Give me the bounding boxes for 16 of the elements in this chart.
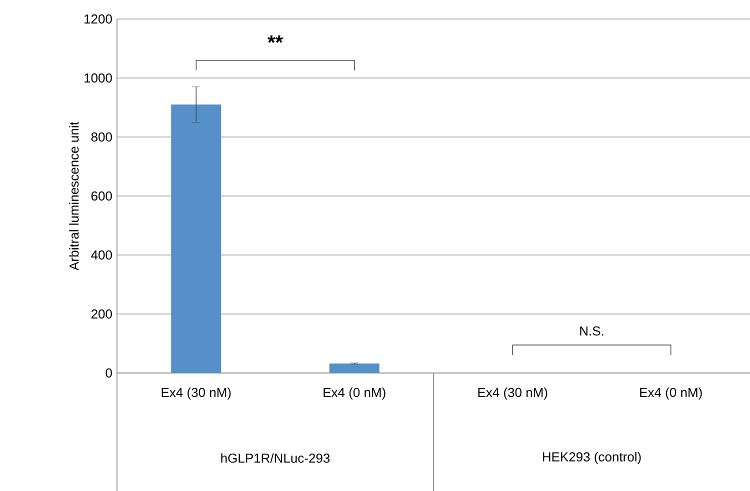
x-tick-label: Ex4 (0 nM) [324,388,386,400]
y-tick-label: 0 [106,368,112,378]
text: HEK293 (control) [542,452,641,464]
x-tick-label: Ex4 (30 nM) [162,388,231,400]
y-tick-label: 1000 [84,73,112,83]
annotation: ** [268,35,284,43]
y-tick-label: 1200 [84,14,112,24]
text: hGLP1R/NLuc-293 [221,453,330,463]
y-axis-title: Arbitral luminescence unit [69,122,79,270]
y-tick-label: 800 [91,132,112,142]
annotation: N.S. [580,326,604,336]
y-tick-label: 400 [91,250,112,260]
y-tick-label: 200 [91,309,112,319]
x-tick-label: Ex4 (30 nM) [478,388,548,400]
x-tick-label: Ex4 (0 nM) [640,388,702,400]
y-tick-label: 600 [91,191,112,201]
